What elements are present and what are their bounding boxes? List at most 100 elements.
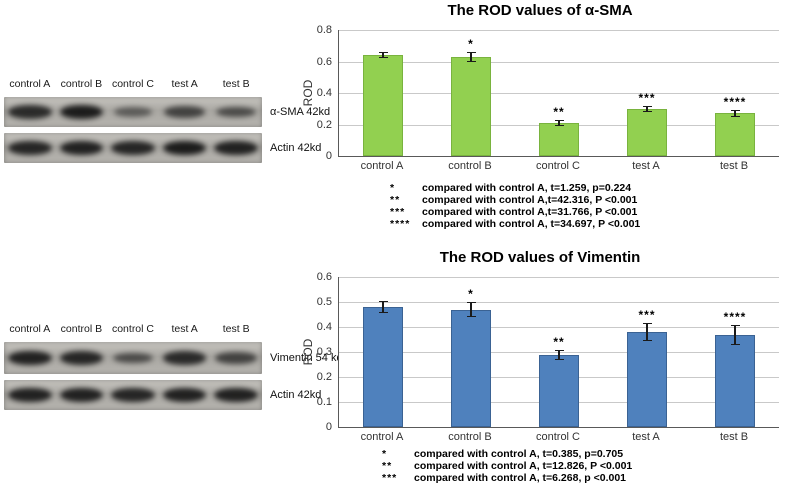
significance-marker: * bbox=[468, 287, 474, 301]
footnote: *** compared with control A,t=31.766, P … bbox=[390, 206, 640, 218]
protein-band bbox=[111, 141, 155, 155]
footnote-text: compared with control A, t=1.259, p=0.22… bbox=[422, 182, 632, 194]
lane-label: control C bbox=[111, 323, 154, 335]
y-axis-ticks: 0.8 0.6 0.4 0.2 0 bbox=[296, 23, 332, 163]
footnote-text: compared with control A,t=42.316, P <0.0… bbox=[422, 194, 638, 206]
error-bar bbox=[642, 323, 652, 341]
y-tick-label: 0.4 bbox=[316, 321, 332, 333]
bar-control-a bbox=[363, 307, 403, 427]
protein-band bbox=[114, 107, 152, 117]
y-tick-label: 0.8 bbox=[316, 24, 332, 36]
footnote-text: compared with control A, t=34.697, P <0.… bbox=[422, 218, 641, 230]
x-axis-labels: control A control B control C test A test B bbox=[338, 160, 778, 172]
x-category-label: test A bbox=[632, 160, 660, 172]
x-category-label: control A bbox=[360, 431, 404, 443]
x-axis-labels: control A control B control C test A test B bbox=[338, 431, 778, 443]
lane-label: control A bbox=[9, 78, 51, 90]
protein-band bbox=[215, 352, 258, 364]
blot-strip-vimentin bbox=[4, 342, 262, 374]
bar-test-a bbox=[627, 332, 667, 427]
protein-band bbox=[59, 351, 104, 365]
protein-band bbox=[59, 140, 104, 156]
y-tick-label: 0.2 bbox=[316, 371, 332, 383]
blot-strip-label: α-SMA 42kd bbox=[270, 106, 331, 118]
plot-area: * ** *** **** bbox=[338, 277, 779, 428]
footnote-text: compared with control A,t=31.766, P <0.0… bbox=[422, 206, 638, 218]
blot-strip-asma bbox=[4, 97, 262, 127]
lane-label: test A bbox=[171, 323, 198, 335]
error-bar bbox=[378, 300, 388, 314]
y-tick-label: 0.1 bbox=[316, 396, 332, 408]
significance-marker: *** bbox=[638, 308, 656, 323]
significance-marker: ** bbox=[553, 334, 565, 349]
x-category-label: test A bbox=[632, 431, 660, 443]
y-tick-label: 0.2 bbox=[316, 118, 332, 131]
protein-band bbox=[8, 141, 52, 155]
footnote-marker: *** bbox=[382, 472, 398, 483]
protein-band bbox=[214, 140, 258, 156]
y-tick-label: 0.6 bbox=[316, 271, 332, 283]
error-bar bbox=[466, 302, 476, 317]
footnote-marker: ** bbox=[382, 460, 393, 472]
footnote-marker: * bbox=[390, 182, 396, 194]
error-bar bbox=[466, 52, 476, 62]
bar-control-b bbox=[451, 309, 491, 427]
y-tick-label: 0.6 bbox=[316, 55, 332, 68]
error-bar bbox=[730, 324, 740, 345]
protein-band bbox=[111, 388, 155, 402]
footnote-marker: *** bbox=[390, 206, 406, 218]
protein-band bbox=[8, 387, 52, 403]
bar-control-c bbox=[539, 122, 579, 156]
x-category-label: test B bbox=[719, 431, 749, 443]
blot-strip-actin bbox=[4, 380, 262, 410]
x-category-label: control C bbox=[535, 160, 581, 172]
gridline bbox=[339, 327, 779, 328]
bar-control-a bbox=[363, 55, 403, 156]
footnote-text: compared with control A, t=0.385, p=0.70… bbox=[414, 448, 624, 460]
x-category-label: control B bbox=[448, 160, 492, 172]
blot-strip-label: Actin 42kd bbox=[270, 142, 322, 154]
footnote: *** compared with control A, t=6.268, p … bbox=[382, 472, 632, 483]
protein-band bbox=[112, 352, 154, 364]
significance-marker: * bbox=[468, 37, 474, 52]
chart-footnotes: * compared with control A, t=0.385, p=0.… bbox=[382, 448, 632, 483]
footnote-text: compared with control A, t=12.826, P <0.… bbox=[414, 460, 633, 472]
x-category-label: control A bbox=[360, 160, 404, 172]
blot-strip-label: Actin 42kd bbox=[270, 389, 322, 401]
y-axis-ticks: 0.6 0.5 0.4 0.3 0.2 0.1 0 bbox=[296, 270, 332, 434]
blot-strip-actin bbox=[4, 133, 262, 163]
protein-band bbox=[162, 387, 207, 403]
protein-band bbox=[216, 106, 257, 118]
bar-control-b bbox=[451, 56, 491, 156]
significance-marker: **** bbox=[723, 309, 747, 324]
lane-label: test B bbox=[222, 323, 250, 335]
lane-label: control C bbox=[111, 78, 154, 90]
lane-label: test A bbox=[171, 78, 198, 90]
chart-asma: The ROD values of α-SMA ROD 0.8 0.6 0.4 0.2… bbox=[290, 0, 790, 241]
lane-labels: control A control B control C test A tes… bbox=[4, 323, 262, 335]
blot-strip-label: Vimentin 54 kd bbox=[270, 352, 343, 364]
chart-vimentin: The ROD values of Vimentin ROD 0.6 0.5 0.4… bbox=[290, 245, 790, 483]
gridline bbox=[339, 61, 779, 63]
gridline bbox=[339, 30, 779, 31]
error-bar bbox=[378, 52, 388, 59]
protein-band bbox=[163, 106, 206, 118]
chart-title: The ROD values of α-SMA bbox=[447, 2, 633, 19]
bar-test-a bbox=[627, 108, 667, 156]
protein-band bbox=[8, 105, 52, 119]
footnote: * compared with control A, t=1.259, p=0.… bbox=[390, 182, 640, 194]
protein-band bbox=[59, 104, 104, 120]
bar-test-b bbox=[715, 334, 755, 427]
bar-test-b bbox=[715, 113, 755, 156]
lane-label: control B bbox=[60, 78, 103, 90]
y-tick-label: 0.5 bbox=[316, 296, 332, 308]
error-bar bbox=[642, 105, 652, 112]
footnote: **** compared with control A, t=34.697, … bbox=[390, 218, 640, 230]
chart-footnotes: * compared with control A, t=1.259, p=0.… bbox=[390, 182, 640, 230]
plot-area: * ** *** **** bbox=[338, 30, 779, 157]
footnote: ** compared with control A,t=42.316, P <… bbox=[390, 194, 640, 206]
gridline bbox=[339, 277, 779, 278]
bar-control-c bbox=[539, 354, 579, 427]
y-tick-label: 0.3 bbox=[316, 346, 332, 358]
